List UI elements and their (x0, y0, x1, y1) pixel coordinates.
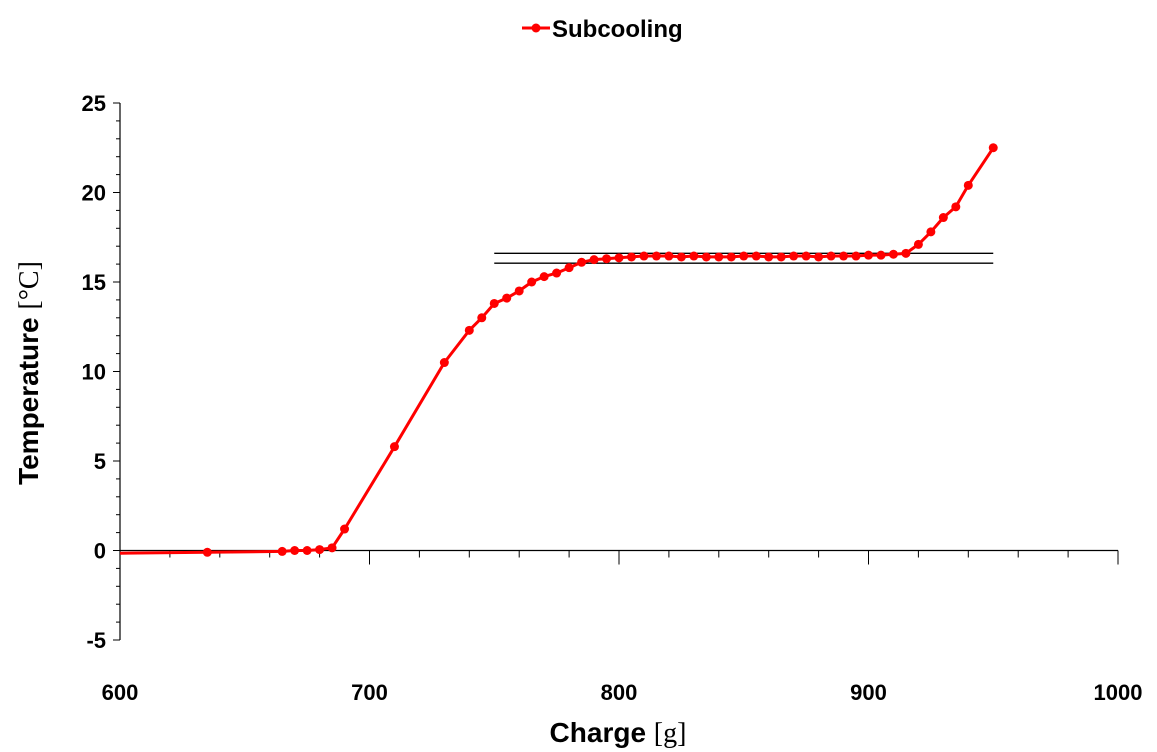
data-point (439, 358, 449, 368)
data-point (626, 252, 636, 262)
data-point (464, 325, 474, 335)
data-point (614, 253, 624, 263)
data-point (639, 251, 649, 261)
x-axis-title: Charge [g] (550, 717, 687, 749)
data-point (302, 546, 312, 555)
legend-marker (531, 23, 541, 33)
data-point (739, 251, 749, 261)
data-point (938, 213, 948, 223)
x-axis-title-unit: [g] (654, 718, 687, 749)
series-line-subcooling (119, 146, 995, 555)
data-point (913, 239, 923, 249)
data-point (988, 143, 998, 153)
data-point (340, 524, 350, 534)
data-point (701, 252, 711, 262)
data-point (751, 251, 761, 261)
data-point (714, 252, 724, 262)
data-point (664, 251, 674, 261)
data-point (814, 252, 824, 262)
data-point (477, 313, 487, 323)
x-tick-label: 700 (351, 680, 388, 705)
data-point (826, 251, 836, 261)
data-point (564, 263, 574, 273)
data-point (514, 286, 524, 296)
data-point (527, 277, 537, 287)
axes: -5 0 5 10 15 20 25 600 700 800 900 1000 (82, 91, 1143, 705)
y-axis-title-unit: [°C] (14, 261, 45, 310)
data-point (864, 250, 873, 260)
data-point (789, 251, 799, 261)
data-point (290, 546, 300, 555)
data-point (602, 254, 612, 264)
data-point (489, 298, 499, 308)
data-point (202, 547, 212, 557)
y-tick-label: 0 (94, 539, 106, 564)
data-point (327, 543, 337, 553)
data-point (277, 546, 287, 556)
y-tick-label: 25 (82, 91, 106, 116)
data-point (389, 442, 399, 452)
x-tick-label: 800 (601, 680, 638, 705)
x-tick-label: 900 (850, 680, 887, 705)
x-tick-label: 1000 (1094, 680, 1143, 705)
data-point (689, 251, 699, 261)
data-point (776, 252, 786, 262)
data-point (963, 180, 973, 190)
data-point (676, 252, 686, 262)
data-point (726, 252, 736, 262)
data-point (876, 250, 886, 260)
data-point (589, 255, 599, 265)
data-point (315, 545, 325, 555)
data-point (502, 293, 512, 303)
data-point (888, 249, 898, 259)
y-axis-title-text: Temperature (13, 317, 44, 485)
data-point (901, 248, 911, 258)
y-tick-label: 5 (94, 449, 106, 474)
x-axis-title-text: Charge (550, 717, 646, 748)
data-point (651, 251, 661, 261)
series-group (119, 143, 998, 557)
data-point (839, 251, 849, 261)
data-point (577, 257, 587, 267)
y-tick-label: 15 (82, 270, 106, 295)
y-tick-label: 10 (82, 360, 106, 385)
data-point (851, 251, 861, 261)
data-point (764, 252, 774, 262)
legend: Subcooling (522, 16, 683, 43)
y-tick-label: -5 (86, 628, 106, 653)
y-axis-title: Temperature [°C] (13, 261, 45, 485)
x-tick-label: 600 (102, 680, 139, 705)
y-tick-label: 20 (82, 181, 106, 206)
legend-label: Subcooling (552, 16, 683, 43)
data-point (552, 268, 562, 278)
data-point (801, 251, 811, 261)
data-point (539, 272, 549, 282)
data-point (926, 227, 936, 237)
data-point (951, 202, 961, 212)
